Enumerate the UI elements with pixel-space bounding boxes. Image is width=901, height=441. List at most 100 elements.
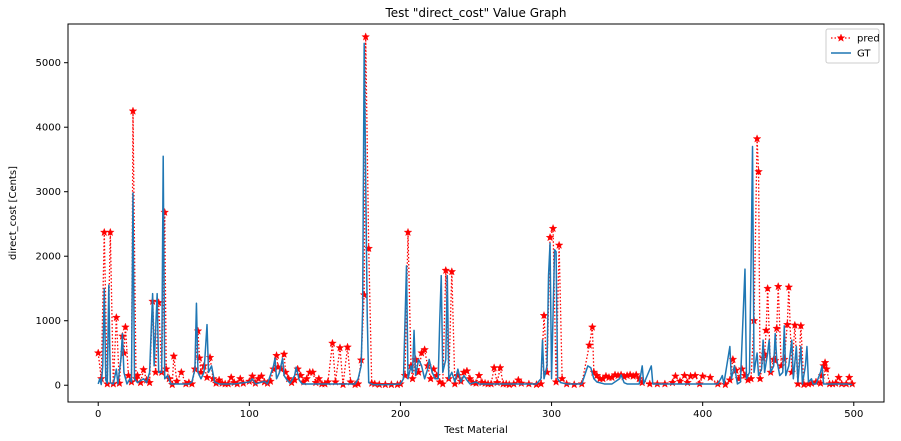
- data-point: [820, 358, 830, 367]
- data-point: [631, 370, 641, 379]
- data-point: [584, 340, 594, 349]
- data-point: [279, 349, 289, 358]
- y-tick-label: 1000: [36, 316, 61, 327]
- data-point: [308, 367, 318, 377]
- series-gt: [97, 42, 853, 386]
- y-tick-label: 0: [55, 381, 61, 392]
- x-tick-label: 300: [542, 409, 561, 420]
- data-point: [403, 227, 413, 237]
- data-point: [495, 363, 505, 372]
- data-point: [187, 379, 197, 388]
- data-point: [761, 325, 771, 335]
- data-point: [226, 372, 236, 382]
- plot-frame: [67, 23, 885, 403]
- data-point: [420, 345, 429, 354]
- legend-label: GT: [857, 49, 871, 60]
- data-point: [99, 227, 109, 237]
- data-point: [790, 320, 800, 329]
- data-point: [545, 232, 555, 242]
- data-point: [438, 379, 448, 388]
- data-point: [822, 364, 831, 373]
- data-point: [772, 323, 782, 333]
- data-point: [112, 312, 121, 322]
- data-point: [161, 364, 171, 373]
- data-point: [136, 378, 145, 387]
- data-point: [426, 374, 436, 383]
- y-tick-label: 3000: [36, 187, 61, 198]
- series-line-pred: [97, 36, 853, 387]
- x-axis-label: Test Material: [443, 425, 508, 436]
- data-point: [115, 378, 124, 387]
- data-point: [474, 370, 484, 380]
- data-point: [554, 240, 564, 249]
- chart-title: Test "direct_cost" Value Graph: [384, 6, 566, 20]
- data-point: [266, 376, 275, 386]
- data-point: [272, 350, 281, 360]
- data-point: [754, 167, 763, 176]
- legend-item-gt: GT: [831, 49, 871, 60]
- data-point: [257, 371, 266, 380]
- data-point: [690, 370, 700, 380]
- data-point: [746, 374, 756, 383]
- data-point: [105, 227, 115, 237]
- data-point: [408, 374, 417, 383]
- data-point: [720, 380, 730, 389]
- data-point: [492, 378, 502, 387]
- data-point: [763, 283, 772, 293]
- data-point: [450, 379, 460, 388]
- data-point: [831, 378, 840, 387]
- data-point: [737, 364, 747, 373]
- data-point: [782, 320, 792, 329]
- y-axis-label: direct_cost [Cents]: [8, 166, 19, 260]
- data-point: [441, 265, 451, 275]
- data-point: [335, 343, 345, 352]
- x-tick-label: 0: [95, 409, 101, 420]
- data-point: [208, 374, 218, 383]
- data-point: [195, 353, 204, 362]
- data-point: [680, 370, 689, 380]
- data-point: [592, 370, 602, 380]
- data-point: [302, 374, 312, 383]
- data-point: [172, 376, 182, 386]
- data-point: [793, 379, 803, 388]
- data-point: [328, 338, 337, 348]
- legend: pred GT: [825, 28, 880, 64]
- data-point: [834, 372, 844, 382]
- data-point: [796, 321, 806, 330]
- data-point: [588, 322, 597, 331]
- data-point: [290, 375, 300, 384]
- data-point: [205, 352, 215, 362]
- data-point: [773, 281, 783, 291]
- data-point: [343, 342, 352, 351]
- data-point: [705, 372, 715, 382]
- data-point: [516, 378, 526, 387]
- data-point: [361, 32, 371, 41]
- data-point: [683, 378, 692, 387]
- data-point: [93, 348, 103, 357]
- y-tick-label: 5000: [36, 58, 61, 69]
- data-point: [370, 379, 380, 388]
- series-layer: [93, 32, 857, 389]
- data-point: [698, 371, 708, 380]
- data-point: [465, 374, 475, 383]
- data-point: [281, 367, 290, 377]
- data-point: [779, 354, 789, 364]
- data-point: [847, 379, 857, 388]
- data-point: [675, 376, 685, 386]
- data-point: [248, 371, 257, 380]
- data-point: [176, 367, 186, 377]
- data-point: [453, 370, 463, 380]
- x-tick-label: 400: [693, 409, 712, 420]
- data-point: [539, 310, 549, 320]
- x-tick-label: 500: [844, 409, 863, 420]
- legend-item-pred: pred: [831, 33, 880, 45]
- data-point: [314, 374, 324, 383]
- data-point: [139, 365, 148, 374]
- data-point: [752, 134, 762, 143]
- data-point: [121, 322, 130, 331]
- data-point: [725, 375, 735, 384]
- data-point: [128, 106, 138, 115]
- data-point: [235, 374, 245, 383]
- y-axis-ticks: 0 1000 2000 3000 4000 5000: [36, 58, 68, 392]
